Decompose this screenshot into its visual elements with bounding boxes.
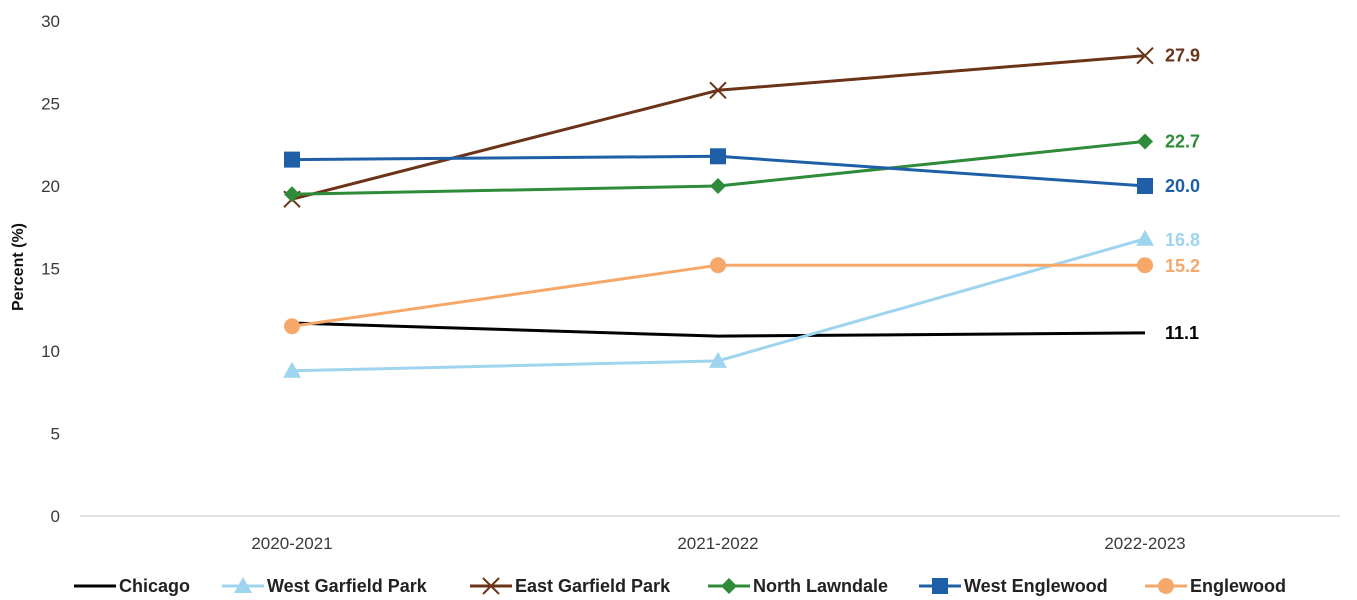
data-point-marker xyxy=(283,361,301,378)
legend-item: North Lawndale xyxy=(708,576,888,596)
series-line xyxy=(291,321,1146,338)
data-point-marker xyxy=(710,148,726,165)
legend-item: East Garfield Park xyxy=(470,576,671,596)
series-north-lawndale: 22.7 xyxy=(284,131,1200,203)
end-value-label: 20.0 xyxy=(1165,176,1200,196)
x-axis-ticks: 2020-2021 2021-2022 2022-2023 xyxy=(251,534,1185,553)
series-englewood: 15.2 xyxy=(284,256,1200,335)
legend-item: Chicago xyxy=(74,576,190,596)
y-axis-label: Percent (%) xyxy=(10,223,27,311)
x-tick-label: 2021-2022 xyxy=(677,534,758,553)
y-tick-label: 0 xyxy=(51,507,60,526)
end-value-label: 16.8 xyxy=(1165,230,1200,250)
legend-swatch-marker xyxy=(1158,578,1174,594)
legend-item: West Englewood xyxy=(919,576,1108,596)
legend-item: West Garfield Park xyxy=(222,576,428,596)
data-point-marker xyxy=(1136,229,1154,246)
end-value-label: 15.2 xyxy=(1165,256,1200,276)
end-value-label: 22.7 xyxy=(1165,131,1200,151)
series-west-garfield-park: 16.8 xyxy=(283,229,1200,378)
data-point-marker xyxy=(709,351,727,368)
data-point-marker xyxy=(1137,133,1153,150)
end-value-label: 27.9 xyxy=(1165,46,1200,66)
y-tick-label: 15 xyxy=(41,260,60,279)
y-axis-ticks: 0 5 10 15 20 25 30 xyxy=(41,12,60,526)
legend-label: West Englewood xyxy=(964,576,1108,596)
legend-swatch-marker xyxy=(932,578,948,594)
data-point-marker xyxy=(709,81,727,100)
y-tick-label: 10 xyxy=(41,342,60,361)
legend-label: Chicago xyxy=(119,576,190,596)
data-point-marker xyxy=(710,178,726,194)
data-point-marker xyxy=(284,186,300,203)
series-group: 11.1 16.8 27.9 22.7 20.0 15.2 xyxy=(283,46,1200,378)
data-point-marker xyxy=(284,318,300,335)
legend-label: West Garfield Park xyxy=(267,576,428,596)
y-tick-label: 25 xyxy=(41,95,60,114)
x-tick-label: 2020-2021 xyxy=(251,534,332,553)
y-tick-label: 30 xyxy=(41,12,60,31)
legend: Chicago West Garfield Park East Garfield P… xyxy=(74,576,1286,596)
legend-label: North Lawndale xyxy=(753,576,888,596)
data-point-marker xyxy=(1137,178,1153,194)
legend-label: Englewood xyxy=(1190,576,1286,596)
data-point-marker xyxy=(284,151,300,168)
data-point-marker xyxy=(1136,46,1154,65)
legend-swatch-marker xyxy=(234,577,252,593)
y-tick-label: 20 xyxy=(41,177,60,196)
data-point-marker xyxy=(710,257,726,274)
x-tick-label: 2022-2023 xyxy=(1104,534,1185,553)
legend-item: Englewood xyxy=(1145,576,1286,596)
legend-swatch-marker xyxy=(482,577,500,595)
legend-label: East Garfield Park xyxy=(515,576,671,596)
legend-swatch-marker xyxy=(721,578,737,594)
data-point-marker xyxy=(1137,257,1153,274)
series-west-englewood: 20.0 xyxy=(284,148,1200,196)
end-value-label: 11.1 xyxy=(1165,323,1199,343)
series-chicago: 11.1 xyxy=(291,321,1199,343)
y-tick-label: 5 xyxy=(51,425,60,444)
